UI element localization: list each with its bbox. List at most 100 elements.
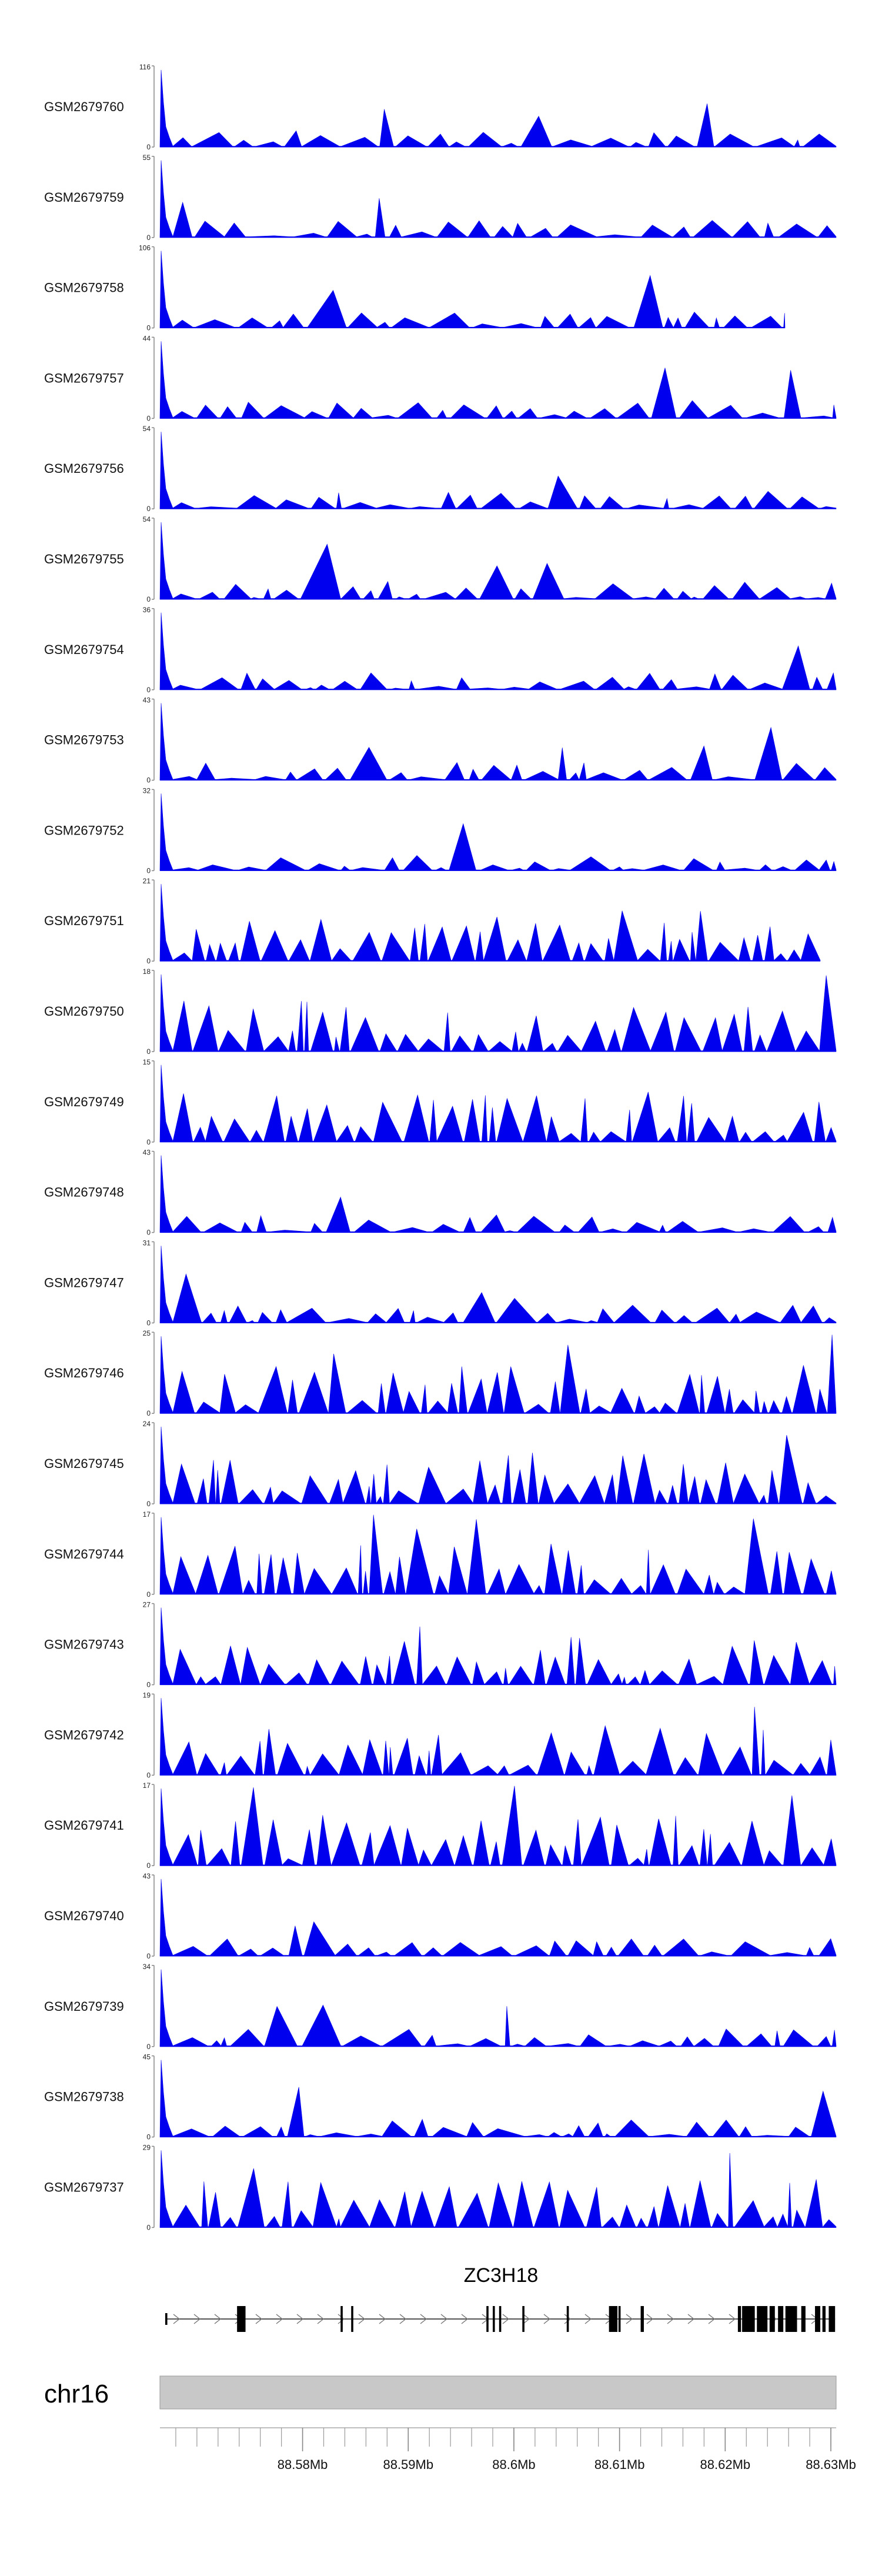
strand-arrow (255, 2314, 263, 2324)
signal-track: GSM2679757 44 0 (44, 334, 837, 422)
strand-arrow (379, 2314, 386, 2324)
track-label: GSM2679760 (44, 99, 124, 114)
coverage-area (159, 160, 837, 238)
signal-track: GSM2679741 17 0 (44, 1781, 837, 1870)
ymin-label: 0 (146, 143, 151, 151)
track-label: GSM2679750 (44, 1004, 124, 1019)
exon-block (785, 2306, 797, 2332)
coverage-area (159, 1514, 837, 1595)
exon-block (769, 2306, 775, 2332)
signal-track: GSM2679747 31 0 (44, 1239, 837, 1327)
ymin-label: 0 (146, 324, 151, 332)
ymin-label: 0 (146, 414, 151, 422)
track-label: GSM2679746 (44, 1366, 124, 1380)
exon-block (828, 2306, 836, 2332)
ymax-label: 17 (143, 1781, 151, 1790)
track-label: GSM2679739 (44, 1999, 124, 2014)
track-label: GSM2679758 (44, 281, 124, 295)
exon-block (822, 2306, 826, 2332)
ymax-label: 17 (143, 1510, 151, 1519)
coverage-area (159, 432, 837, 509)
strand-arrow (173, 2314, 181, 2324)
ymax-label: 24 (143, 1420, 151, 1428)
coverage-area (159, 1878, 837, 1957)
track-label: GSM2679744 (44, 1547, 124, 1561)
track-label: GSM2679741 (44, 1818, 124, 1833)
strand-arrow (296, 2314, 304, 2324)
strand-arrow (564, 2314, 572, 2324)
signal-track: GSM2679755 54 0 (44, 515, 837, 603)
strand-arrow (729, 2314, 736, 2324)
ymax-label: 19 (143, 1691, 151, 1699)
ymin-label: 0 (146, 1952, 151, 1960)
signal-track: GSM2679739 34 0 (44, 1963, 837, 2051)
coverage-area (159, 1155, 837, 1233)
strand-arrow (543, 2314, 551, 2324)
signal-track: GSM2679742 19 0 (44, 1691, 837, 1779)
signal-track: GSM2679758 106 0 (44, 244, 786, 332)
ymax-label: 18 (143, 967, 151, 976)
coverage-area (159, 1969, 837, 2047)
strand-arrow (399, 2314, 407, 2324)
ymax-label: 43 (143, 1872, 151, 1880)
exon-block (737, 2306, 741, 2332)
track-label: GSM2679737 (44, 2180, 124, 2194)
exon-block (499, 2306, 502, 2332)
coverage-area (159, 1246, 837, 1323)
strand-arrow (214, 2314, 222, 2324)
signal-track: GSM2679749 15 0 (44, 1058, 837, 1146)
ymax-label: 15 (143, 1058, 151, 1066)
strand-arrow (584, 2314, 592, 2324)
ymin-label: 0 (146, 686, 151, 694)
strand-arrow (461, 2314, 469, 2324)
track-label: GSM2679754 (44, 642, 124, 657)
tick-label: 88.62Mb (700, 2457, 751, 2472)
coverage-area (159, 2150, 837, 2228)
coverage-area (159, 69, 837, 148)
coverage-area (159, 522, 837, 600)
exon-block (609, 2306, 618, 2332)
ymin-label: 0 (146, 957, 151, 965)
coverage-area (159, 793, 837, 871)
ymin-label: 0 (146, 1590, 151, 1599)
strand-arrow (523, 2314, 530, 2324)
signal-track: GSM2679748 43 0 (44, 1149, 837, 1237)
signal-track: GSM2679756 54 0 (44, 425, 837, 513)
exon-block (778, 2306, 784, 2332)
signal-track: GSM2679750 18 0 (44, 967, 837, 1056)
ymin-label: 0 (146, 2223, 151, 2231)
ymax-label: 43 (143, 696, 151, 705)
ymin-label: 0 (146, 1229, 151, 1237)
strand-arrow (626, 2314, 633, 2324)
exon-block (237, 2306, 246, 2332)
ymax-label: 27 (143, 1601, 151, 1609)
ymax-label: 25 (143, 1329, 151, 1337)
exon-block (742, 2306, 755, 2332)
strand-arrow (440, 2314, 448, 2324)
exon-block (618, 2306, 621, 2332)
ymax-label: 55 (143, 154, 151, 162)
coverage-area (159, 341, 837, 419)
exon-block (486, 2306, 489, 2332)
coverage-area (159, 1786, 837, 1866)
track-label: GSM2679743 (44, 1637, 124, 1652)
signal-track: GSM2679753 43 0 (44, 696, 837, 785)
ymin-label: 0 (146, 1771, 151, 1779)
track-label: GSM2679740 (44, 1908, 124, 1923)
strand-arrow (687, 2314, 695, 2324)
coverage-area (159, 2060, 837, 2137)
track-label: GSM2679747 (44, 1275, 124, 1290)
tick-label: 88.6Mb (492, 2457, 535, 2472)
ymin-label: 0 (146, 2133, 151, 2141)
track-label: GSM2679755 (44, 552, 124, 566)
ymin-label: 0 (146, 505, 151, 513)
signal-track: GSM2679754 36 0 (44, 606, 837, 694)
ymax-label: 106 (139, 244, 151, 252)
exon-block (757, 2306, 768, 2332)
track-label: GSM2679756 (44, 461, 124, 476)
coverage-area (159, 703, 837, 780)
track-label: GSM2679748 (44, 1185, 124, 1200)
track-label: GSM2679752 (44, 823, 124, 837)
coverage-area (159, 612, 837, 690)
